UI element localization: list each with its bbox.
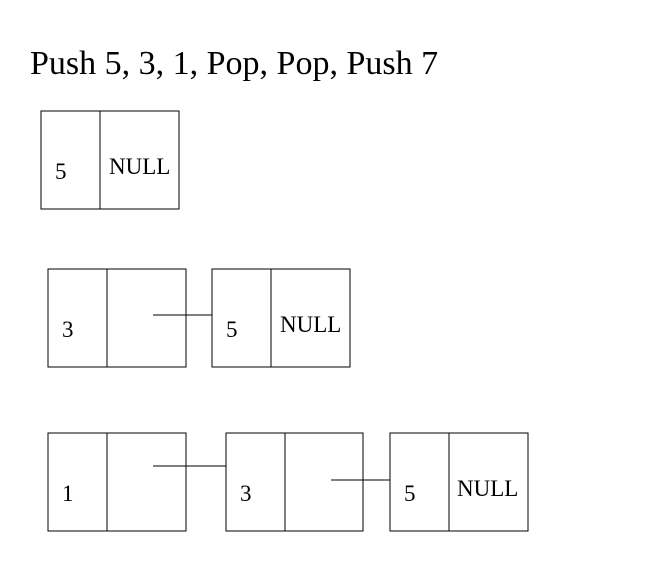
- node-value: 3: [62, 317, 74, 342]
- list-node: 5 NULL: [211, 268, 351, 368]
- stack-state-2: 3 5 NULL: [47, 268, 351, 368]
- null-pointer-label: NULL: [109, 154, 170, 179]
- node-value: 5: [226, 317, 238, 342]
- list-node: 5 NULL: [40, 110, 180, 210]
- node-value-cell: [211, 268, 272, 368]
- node-value-cell: [47, 268, 108, 368]
- node-pointer-cell: [106, 432, 187, 532]
- stack-state-3: 1 3 5 NULL: [47, 432, 529, 532]
- node-value: 1: [62, 481, 74, 506]
- stack-state-1: 5 NULL: [40, 110, 180, 210]
- node-pointer-cell: [99, 110, 180, 210]
- null-pointer-label: NULL: [457, 476, 518, 501]
- diagram-title: Push 5, 3, 1, Pop, Pop, Push 7: [30, 45, 439, 82]
- node-value: 5: [404, 481, 416, 506]
- node-value-cell: [47, 432, 108, 532]
- node-pointer-cell: [448, 432, 529, 532]
- node-value: 3: [240, 481, 252, 506]
- node-value-cell: [389, 432, 450, 532]
- node-pointer-cell: [284, 432, 364, 532]
- node-pointer-cell: [270, 268, 351, 368]
- list-node: 3: [47, 268, 187, 368]
- list-node: 5 NULL: [389, 432, 529, 532]
- node-value-cell: [225, 432, 286, 532]
- node-value-cell: [40, 110, 101, 210]
- list-node: 3: [225, 432, 364, 532]
- node-pointer-cell: [106, 268, 187, 368]
- null-pointer-label: NULL: [280, 312, 341, 337]
- node-value: 5: [55, 159, 67, 184]
- list-node: 1: [47, 432, 187, 532]
